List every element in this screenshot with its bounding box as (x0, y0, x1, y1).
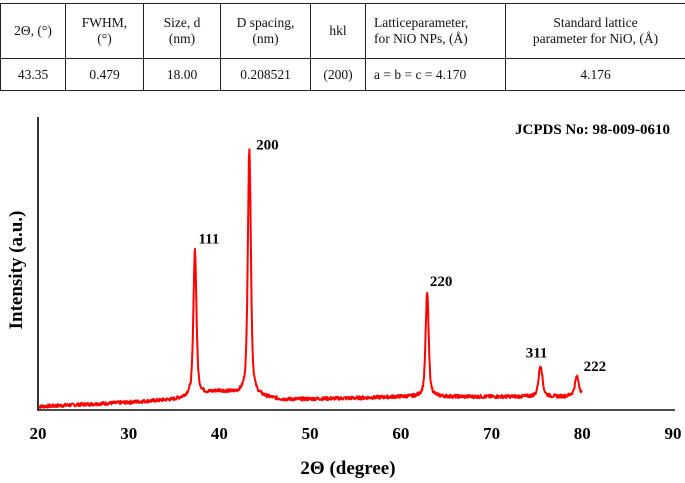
peak-label-220: 220 (430, 274, 453, 290)
header-text: Latticeparameter, (374, 15, 469, 30)
cell-two-theta: 43.35 (0, 58, 66, 91)
peak-label-111: 111 (199, 232, 220, 248)
header-text: D spacing, (236, 15, 295, 30)
header-text: FWHM, (81, 15, 128, 30)
x-tick-label: 40 (211, 424, 228, 443)
x-tick-label: 80 (574, 424, 591, 443)
header-text: 2Θ, (°) (14, 23, 52, 38)
jcpds-annotation: JCPDS No: 98-009-0610 (515, 122, 670, 138)
header-text: Standard lattice (553, 15, 638, 30)
header-text: for NiO NPs, (Å) (374, 31, 468, 46)
cell-size: 18.00 (143, 58, 221, 91)
header-d-spacing: D spacing, (nm) (220, 3, 311, 59)
peak-label-222: 222 (584, 359, 607, 375)
header-hkl: hkl (310, 3, 366, 59)
header-fwhm: FWHM, (°) (65, 3, 144, 59)
header-text: parameter for NiO, (Å) (532, 31, 659, 46)
header-two-theta: 2Θ, (°) (0, 3, 66, 59)
header-standard-lattice: Standard lattice parameter for NiO, (Å) (505, 3, 685, 59)
peak-label-311: 311 (526, 346, 548, 362)
x-axis-label: 2Θ (degree) (300, 458, 395, 479)
x-tick-labels: 20 30 40 50 60 70 80 90 (30, 424, 682, 443)
xrd-pattern-line (37, 148, 583, 409)
header-text: hkl (329, 23, 347, 38)
x-tick-label: 30 (120, 424, 137, 443)
cell-standard-lattice: 4.176 (505, 58, 685, 91)
y-axis-label: Intensity (a.u.) (6, 211, 27, 330)
cell-lattice-parameter: a = b = c = 4.170 (365, 58, 506, 91)
x-tick-label: 60 (392, 424, 409, 443)
peak-labels: 111 200 220 311 222 (199, 138, 607, 375)
x-tick-label: 90 (665, 424, 682, 443)
table-header-row: 2Θ, (°) FWHM, (°) Size, d (nm) D spacing,(… (0, 3, 685, 59)
cell-hkl: (200) (310, 58, 366, 91)
header-text: (nm) (168, 31, 196, 46)
table-row: 43.35 0.479 18.00 0.208521 (200) a = b =… (0, 58, 685, 91)
x-tick-label: 70 (483, 424, 500, 443)
x-tick-label: 50 (302, 424, 319, 443)
xrd-parameters-table: 2Θ, (°) FWHM, (°) Size, d (nm) D spacing,(… (0, 3, 685, 91)
header-text: (nm) (252, 31, 279, 46)
cell-fwhm: 0.479 (65, 58, 144, 91)
cell-d-spacing: 0.208521 (220, 58, 311, 91)
peak-label-200: 200 (256, 138, 279, 154)
x-tick-label: 20 (30, 424, 47, 443)
header-size: Size, d (nm) (143, 3, 221, 59)
header-text: (°) (97, 31, 112, 46)
header-text: Size, d (163, 15, 201, 30)
header-lattice-parameter: Latticeparameter, for NiO NPs, (Å) (365, 3, 506, 59)
xrd-chart: 20 30 40 50 60 70 80 90 111 200 220 311 222 JCPDS N… (6, 117, 682, 479)
